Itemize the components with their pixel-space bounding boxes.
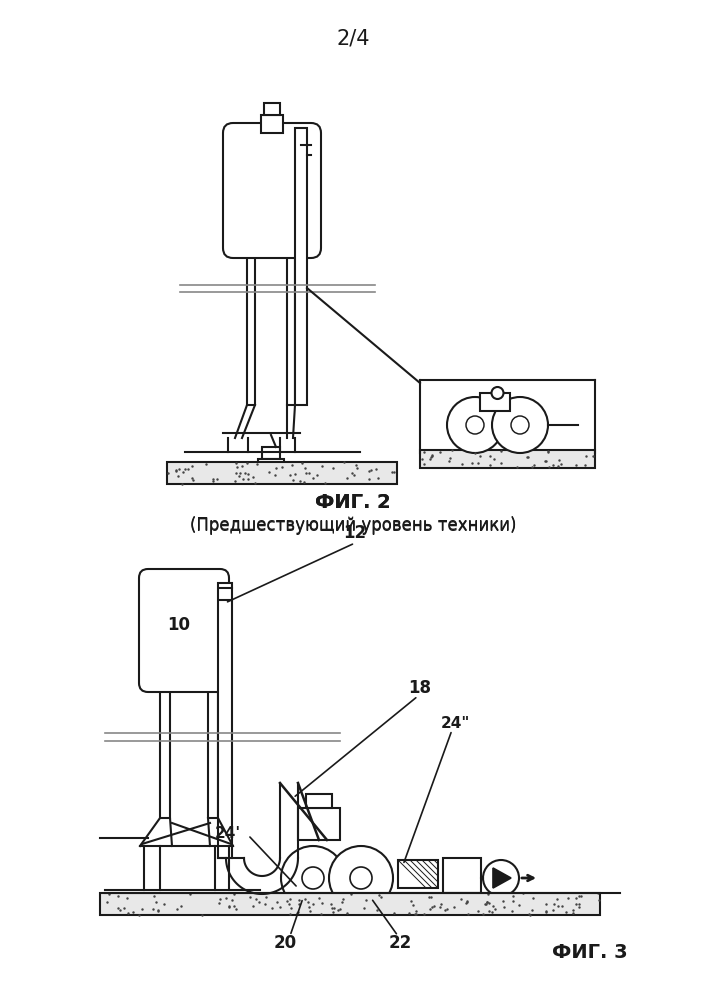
Text: ФИГ. 3: ФИГ. 3 xyxy=(552,944,628,962)
Bar xyxy=(295,128,307,405)
Circle shape xyxy=(350,867,372,889)
Bar xyxy=(208,608,218,818)
Text: 24': 24' xyxy=(215,826,241,840)
Text: (Предшествующий уровень техники): (Предшествующий уровень техники) xyxy=(189,516,516,534)
Bar xyxy=(258,459,284,467)
FancyBboxPatch shape xyxy=(223,123,321,258)
Bar xyxy=(247,235,255,405)
Circle shape xyxy=(492,397,548,453)
Bar xyxy=(160,608,170,818)
Bar xyxy=(287,235,295,405)
Text: 2/4: 2/4 xyxy=(337,28,370,48)
Bar xyxy=(298,808,340,840)
Bar xyxy=(264,103,280,115)
Text: 22: 22 xyxy=(388,934,411,952)
Circle shape xyxy=(302,867,324,889)
Circle shape xyxy=(483,860,519,896)
Text: ФИГ. 2: ФИГ. 2 xyxy=(315,492,391,512)
Text: 10: 10 xyxy=(167,616,189,634)
Bar xyxy=(420,450,595,468)
Bar xyxy=(306,794,332,808)
Bar xyxy=(167,462,397,484)
Circle shape xyxy=(466,416,484,434)
Circle shape xyxy=(447,397,503,453)
Bar xyxy=(100,893,600,915)
Text: 18: 18 xyxy=(409,679,431,697)
Text: (Предшествующий уровень техники): (Предшествующий уровень техники) xyxy=(189,517,516,535)
Bar xyxy=(398,860,438,888)
Text: ФИГ. 2: ФИГ. 2 xyxy=(315,492,391,512)
Text: 12: 12 xyxy=(344,524,366,542)
Text: 20: 20 xyxy=(274,934,296,952)
Bar xyxy=(480,393,510,411)
Polygon shape xyxy=(493,868,511,888)
Circle shape xyxy=(511,416,529,434)
FancyBboxPatch shape xyxy=(139,569,229,692)
Bar xyxy=(262,447,280,459)
Bar xyxy=(261,115,283,133)
Circle shape xyxy=(281,846,345,910)
Polygon shape xyxy=(285,893,389,911)
Text: 24": 24" xyxy=(440,716,469,730)
Circle shape xyxy=(491,387,503,399)
Bar xyxy=(218,583,232,858)
Bar xyxy=(443,858,481,893)
Circle shape xyxy=(329,846,393,910)
